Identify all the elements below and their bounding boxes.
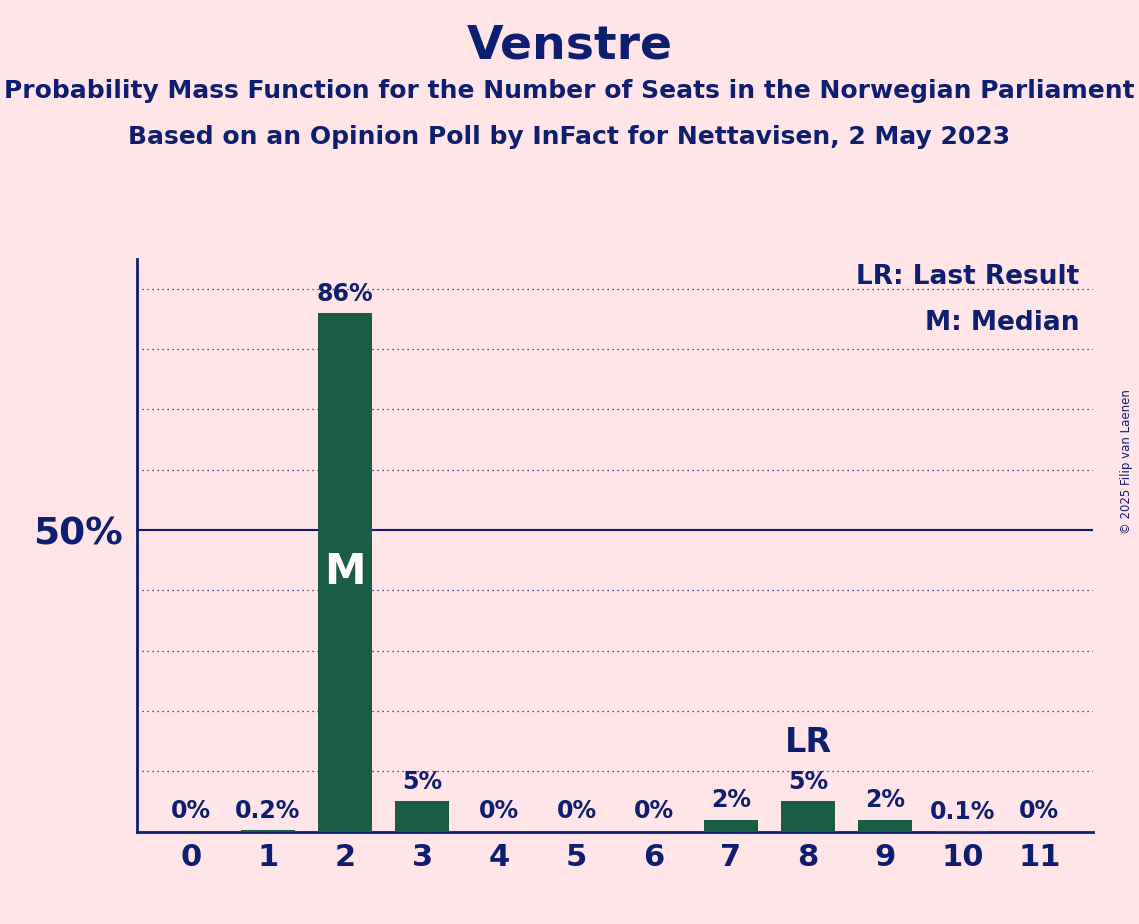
Text: 2%: 2%: [711, 788, 751, 812]
Bar: [395, 801, 449, 832]
Text: 0%: 0%: [633, 798, 673, 822]
Bar: [858, 820, 912, 832]
Text: 0%: 0%: [171, 798, 211, 822]
Text: 5%: 5%: [402, 771, 442, 795]
Bar: [318, 313, 372, 832]
Bar: [240, 831, 295, 832]
Text: Venstre: Venstre: [467, 23, 672, 68]
Text: 86%: 86%: [317, 282, 374, 306]
Text: 5%: 5%: [788, 771, 828, 795]
Bar: [781, 801, 835, 832]
Text: LR: Last Result: LR: Last Result: [855, 264, 1079, 290]
Text: M: Median: M: Median: [925, 310, 1079, 336]
Text: LR: LR: [785, 726, 831, 760]
Bar: [704, 820, 757, 832]
Text: M: M: [325, 552, 366, 593]
Text: 0%: 0%: [1019, 798, 1059, 822]
Text: © 2025 Filip van Laenen: © 2025 Filip van Laenen: [1121, 390, 1133, 534]
Text: Probability Mass Function for the Number of Seats in the Norwegian Parliament: Probability Mass Function for the Number…: [5, 79, 1134, 103]
Text: 0%: 0%: [557, 798, 597, 822]
Text: 0.1%: 0.1%: [929, 800, 995, 824]
Text: 0.2%: 0.2%: [235, 799, 301, 823]
Text: 0%: 0%: [480, 798, 519, 822]
Text: Based on an Opinion Poll by InFact for Nettavisen, 2 May 2023: Based on an Opinion Poll by InFact for N…: [129, 125, 1010, 149]
Text: 2%: 2%: [866, 788, 906, 812]
